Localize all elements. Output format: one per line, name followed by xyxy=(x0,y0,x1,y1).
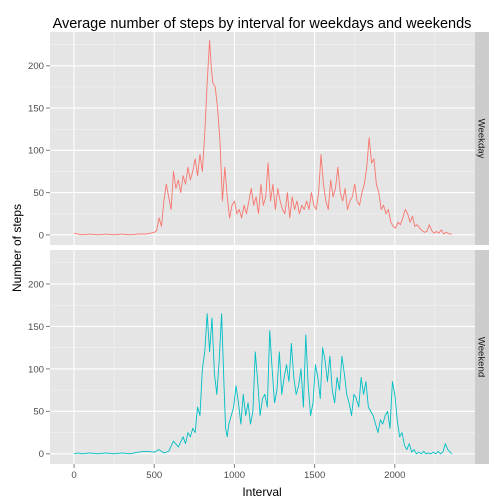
y-tick-label: 100 xyxy=(28,364,44,375)
y-tick-label: 150 xyxy=(28,322,44,333)
y-axis-title: Number of steps xyxy=(10,204,24,292)
series-line-weekend xyxy=(73,313,453,455)
y-tick-label: 0 xyxy=(39,449,44,460)
x-tick-label: 0 xyxy=(71,470,76,481)
y-axis: 0 50 100 150 200 0 50 100 150 200 xyxy=(28,61,50,460)
y-tick-label: 150 xyxy=(28,103,44,114)
strip-label-weekend: Weekend xyxy=(476,337,487,377)
series-weekend xyxy=(73,313,453,455)
series-weekday xyxy=(73,40,452,236)
y-tick-label: 50 xyxy=(33,188,44,199)
y-tick-label: 200 xyxy=(28,279,44,290)
series-line-weekday xyxy=(73,40,452,236)
facet-weekend: Weekend xyxy=(50,250,489,464)
panel-weekend-grid xyxy=(50,250,475,464)
x-tick-label: 1000 xyxy=(224,470,245,481)
strip-label-weekday: Weekday xyxy=(476,119,487,159)
strip-weekend xyxy=(475,250,489,464)
x-tick-label: 500 xyxy=(146,470,162,481)
x-axis: 0 500 1000 1500 2000 xyxy=(71,464,405,481)
x-tick-label: 2000 xyxy=(384,470,405,481)
panel-weekend-background xyxy=(50,250,475,464)
facet-weekday: Weekday xyxy=(50,32,489,245)
x-axis-title: Interval xyxy=(242,485,281,499)
y-tick-label: 100 xyxy=(28,146,44,157)
x-tick-label: 1500 xyxy=(304,470,325,481)
y-tick-label: 0 xyxy=(39,230,44,241)
panel-weekday-background xyxy=(50,32,475,245)
y-tick-label: 200 xyxy=(28,61,44,72)
chart-title: Average number of steps by interval for … xyxy=(53,16,472,32)
panel-weekday-grid xyxy=(50,32,475,245)
y-tick-label: 50 xyxy=(33,407,44,418)
strip-weekday xyxy=(475,32,489,245)
